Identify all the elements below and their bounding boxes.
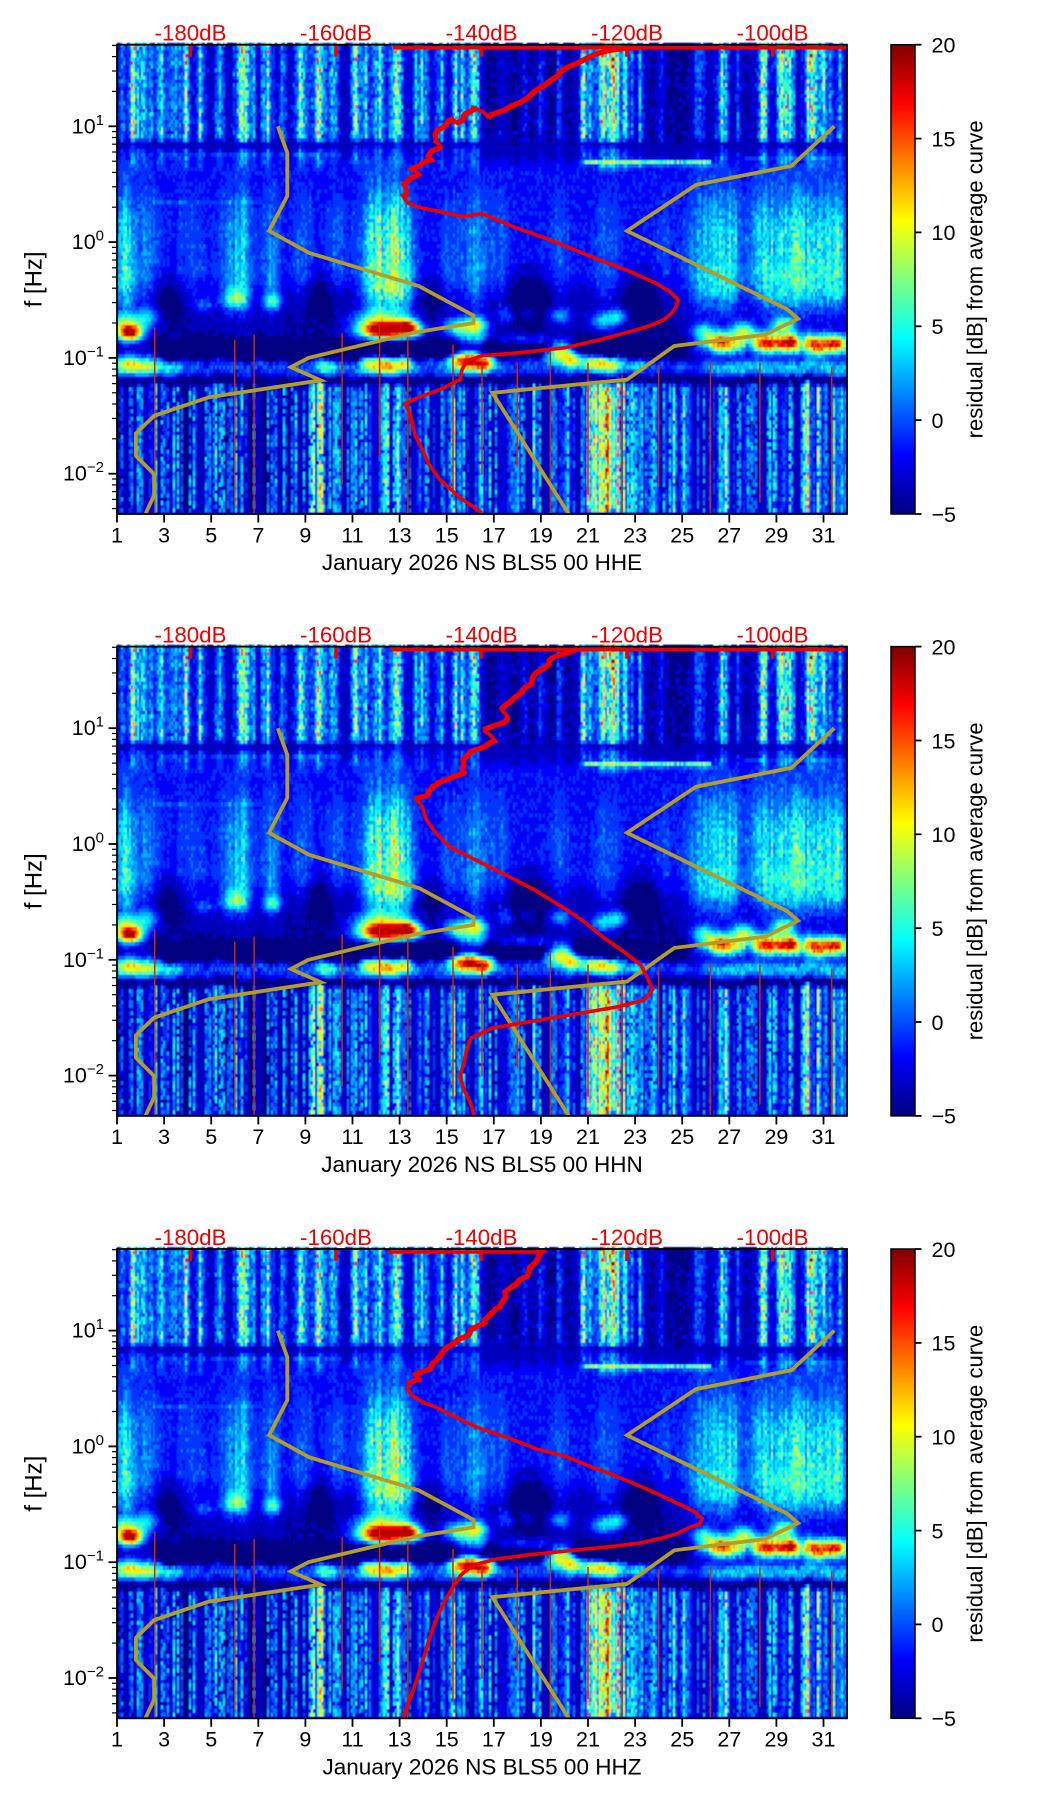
svg-text:7: 7 (252, 1728, 264, 1752)
svg-text:10: 10 (932, 221, 956, 245)
svg-text:residual [dB] from average cur: residual [dB] from average curve (963, 722, 988, 1040)
svg-text:23: 23 (623, 1125, 647, 1149)
svg-text:15: 15 (435, 523, 459, 547)
svg-text:0: 0 (932, 409, 944, 433)
svg-text:-180dB: -180dB (155, 623, 227, 648)
svg-text:23: 23 (623, 1728, 647, 1752)
svg-text:13: 13 (388, 1125, 412, 1149)
svg-text:-140dB: -140dB (446, 1225, 518, 1250)
svg-text:-160dB: -160dB (300, 21, 372, 46)
svg-text:31: 31 (812, 1728, 836, 1752)
svg-text:19: 19 (529, 1125, 553, 1149)
svg-text:29: 29 (764, 1728, 788, 1752)
svg-text:25: 25 (670, 523, 694, 547)
svg-text:17: 17 (482, 1728, 506, 1752)
svg-text:19: 19 (529, 523, 553, 547)
svg-text:21: 21 (576, 1125, 600, 1149)
svg-text:23: 23 (623, 523, 647, 547)
svg-text:19: 19 (529, 1728, 553, 1752)
svg-text:-120dB: -120dB (591, 1225, 663, 1250)
svg-text:29: 29 (764, 1125, 788, 1149)
svg-text:0: 0 (932, 1613, 944, 1637)
svg-text:17: 17 (482, 523, 506, 547)
svg-text:January 2026 NS BLS5 00 HHN: January 2026 NS BLS5 00 HHN (321, 1152, 642, 1177)
svg-text:21: 21 (576, 1728, 600, 1752)
svg-text:25: 25 (670, 1728, 694, 1752)
svg-text:15: 15 (932, 729, 956, 753)
svg-text:−5: −5 (932, 1707, 957, 1731)
svg-text:15: 15 (435, 1125, 459, 1149)
svg-text:residual [dB] from average cur: residual [dB] from average curve (963, 120, 988, 438)
svg-text:January 2026 NS BLS5 00 HHE: January 2026 NS BLS5 00 HHE (322, 550, 642, 575)
svg-text:11: 11 (341, 523, 363, 547)
svg-text:15: 15 (435, 1728, 459, 1752)
svg-text:11: 11 (341, 1728, 363, 1752)
svg-text:31: 31 (812, 523, 836, 547)
svg-text:29: 29 (764, 523, 788, 547)
svg-text:3: 3 (158, 1728, 170, 1752)
svg-text:f [Hz]: f [Hz] (21, 853, 48, 909)
svg-text:-180dB: -180dB (155, 21, 227, 46)
svg-text:-160dB: -160dB (300, 623, 372, 648)
svg-text:-100dB: -100dB (737, 1225, 809, 1250)
svg-text:5: 5 (932, 917, 944, 941)
svg-text:5: 5 (932, 1519, 944, 1543)
svg-text:20: 20 (932, 635, 956, 659)
svg-text:0: 0 (932, 1011, 944, 1035)
svg-text:-120dB: -120dB (591, 623, 663, 648)
svg-text:5: 5 (205, 523, 217, 547)
svg-text:27: 27 (717, 1728, 741, 1752)
svg-text:7: 7 (252, 523, 264, 547)
svg-text:27: 27 (717, 523, 741, 547)
svg-text:5: 5 (932, 315, 944, 339)
svg-text:1: 1 (111, 523, 123, 547)
svg-text:9: 9 (299, 1728, 311, 1752)
svg-text:5: 5 (205, 1728, 217, 1752)
svg-text:5: 5 (205, 1125, 217, 1149)
svg-text:17: 17 (482, 1125, 506, 1149)
svg-text:-140dB: -140dB (446, 623, 518, 648)
svg-text:10−2: 10−2 (63, 459, 104, 486)
svg-text:11: 11 (341, 1125, 363, 1149)
svg-text:10: 10 (932, 823, 956, 847)
svg-text:21: 21 (576, 523, 600, 547)
svg-text:9: 9 (299, 1125, 311, 1149)
svg-text:15: 15 (932, 127, 956, 151)
svg-text:25: 25 (670, 1125, 694, 1149)
svg-text:3: 3 (158, 523, 170, 547)
svg-text:residual [dB] from average cur: residual [dB] from average curve (963, 1325, 988, 1643)
svg-text:-180dB: -180dB (155, 1225, 227, 1250)
svg-text:−5: −5 (932, 503, 957, 527)
svg-text:31: 31 (812, 1125, 836, 1149)
svg-text:3: 3 (158, 1125, 170, 1149)
svg-text:15: 15 (932, 1332, 956, 1356)
svg-text:−5: −5 (932, 1105, 957, 1129)
svg-text:7: 7 (252, 1125, 264, 1149)
svg-text:20: 20 (932, 34, 956, 58)
svg-text:27: 27 (717, 1125, 741, 1149)
svg-text:-100dB: -100dB (737, 623, 809, 648)
svg-text:f [Hz]: f [Hz] (21, 251, 48, 307)
svg-text:-100dB: -100dB (737, 21, 809, 46)
svg-text:13: 13 (388, 1728, 412, 1752)
svg-text:-140dB: -140dB (446, 21, 518, 46)
svg-text:20: 20 (932, 1238, 956, 1262)
svg-text:1: 1 (111, 1728, 123, 1752)
svg-text:101: 101 (72, 1316, 104, 1343)
svg-text:January 2026 NS BLS5 00 HHZ: January 2026 NS BLS5 00 HHZ (323, 1754, 642, 1779)
svg-text:-160dB: -160dB (300, 1225, 372, 1250)
svg-text:1: 1 (111, 1125, 123, 1149)
svg-text:-120dB: -120dB (591, 21, 663, 46)
svg-text:f [Hz]: f [Hz] (21, 1456, 48, 1512)
svg-text:13: 13 (388, 523, 412, 547)
svg-text:9: 9 (299, 523, 311, 547)
svg-text:10: 10 (932, 1426, 956, 1450)
